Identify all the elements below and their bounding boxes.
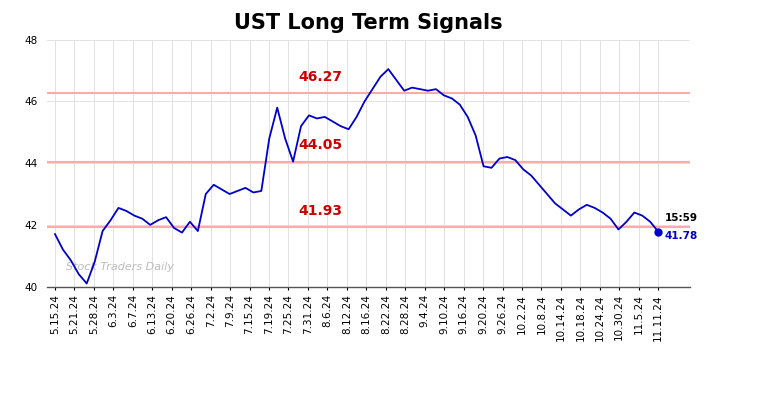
Text: Stock Traders Daily: Stock Traders Daily <box>67 262 174 272</box>
Text: 41.78: 41.78 <box>665 231 698 241</box>
Text: 44.05: 44.05 <box>299 139 343 152</box>
Text: 46.27: 46.27 <box>299 70 343 84</box>
Text: 15:59: 15:59 <box>665 213 698 223</box>
Title: UST Long Term Signals: UST Long Term Signals <box>234 13 503 33</box>
Text: 41.93: 41.93 <box>299 204 343 218</box>
